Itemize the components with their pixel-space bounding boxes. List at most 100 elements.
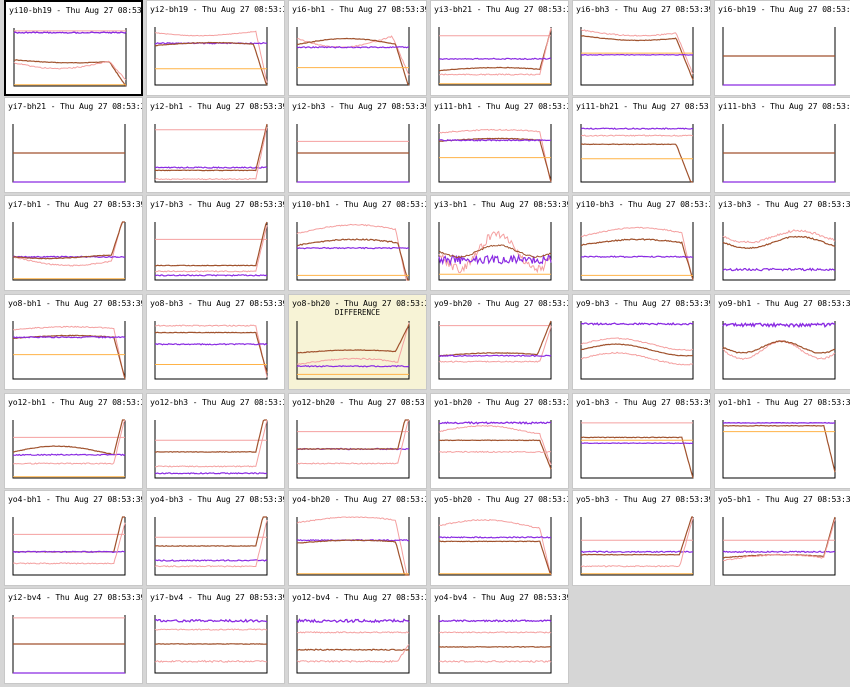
- trace-brown: [12, 419, 125, 456]
- plot-title: yi6-bh19 - Thu Aug 27 08:53:39: [718, 4, 850, 14]
- plot-frame: [438, 222, 552, 281]
- plot-cell-yo12-bh20[interactable]: yo12-bh20 - Thu Aug 27 08:53:39: [288, 393, 427, 489]
- plot-cell-yi7-bh21[interactable]: yi7-bh21 - Thu Aug 27 08:53:39: [4, 97, 143, 193]
- trace-pink: [155, 419, 268, 468]
- plot-cell-yo1-bh1[interactable]: yo1-bh1 - Thu Aug 27 08:53:39: [714, 393, 850, 489]
- trace-purple: [155, 559, 268, 562]
- trace-pink: [438, 424, 552, 466]
- plot-frame: [154, 27, 268, 86]
- plot-cell-yo1-bh3[interactable]: yo1-bh3 - Thu Aug 27 08:53:39: [572, 393, 711, 489]
- plot-title: yi7-bh21 - Thu Aug 27 08:53:39: [8, 101, 142, 111]
- plot-title: yo4-bh20 - Thu Aug 27 08:53:39: [292, 494, 426, 504]
- plot-cell-yo9-bh20[interactable]: yo9-bh20 - Thu Aug 27 08:53:39: [430, 294, 569, 390]
- plot-frame: [580, 222, 694, 281]
- plot-cell-yo8-bh1[interactable]: yo8-bh1 - Thu Aug 27 08:53:39: [4, 294, 143, 390]
- plot-timestamp: Thu Aug 27 08:53:39: [197, 494, 285, 504]
- plot-frame: [580, 420, 694, 479]
- plot-cell-yi10-bh19[interactable]: yi10-bh19 - Thu Aug 27 08:53:39: [4, 0, 143, 96]
- plot-timestamp: Thu Aug 27 08:53:39: [348, 397, 426, 407]
- plot-cell-yi2-bh3[interactable]: yi2-bh3 - Thu Aug 27 08:53:39: [288, 97, 427, 193]
- plot-cell-yi3-bh1[interactable]: yi3-bh1 - Thu Aug 27 08:53:39: [430, 195, 569, 291]
- trace-brown: [580, 238, 694, 280]
- trace-pink: [438, 631, 552, 634]
- plot-title: yi6-bh1 - Thu Aug 27 08:53:39: [292, 4, 426, 14]
- plot-area: [154, 321, 268, 380]
- plot-title: yi3-bh21 - Thu Aug 27 08:53:39: [434, 4, 569, 14]
- plot-cell-yi6-bh19[interactable]: yi6-bh19 - Thu Aug 27 08:53:39: [714, 0, 850, 96]
- plot-cell-yi3-bh3[interactable]: yi3-bh3 - Thu Aug 27 08:53:39: [714, 195, 850, 291]
- plot-title: yo8-bh3 - Thu Aug 27 08:53:39: [150, 298, 284, 308]
- plot-cell-yo1-bh20[interactable]: yo1-bh20 - Thu Aug 27 08:53:39: [430, 393, 569, 489]
- plot-frame: [438, 517, 552, 576]
- plot-cell-yo4-bh20[interactable]: yo4-bh20 - Thu Aug 27 08:53:39: [288, 490, 427, 586]
- plot-name: yo12-bh20: [292, 397, 335, 407]
- trace-purple: [438, 619, 552, 623]
- plot-title: yi3-bh1 - Thu Aug 27 08:53:39: [434, 199, 569, 209]
- plot-cell-yo5-bh1[interactable]: yo5-bh1 - Thu Aug 27 08:53:39: [714, 490, 850, 586]
- plot-area: [154, 221, 268, 281]
- trace-brown: [723, 424, 836, 473]
- plot-cell-yi2-bh19[interactable]: yi2-bh19 - Thu Aug 27 08:53:39: [146, 0, 285, 96]
- plot-cell-yi3-bh21[interactable]: yi3-bh21 - Thu Aug 27 08:53:39: [430, 0, 569, 96]
- plot-cell-yo4-bh1[interactable]: yo4-bh1 - Thu Aug 27 08:53:39: [4, 490, 143, 586]
- plot-timestamp: Thu Aug 27 08:53:39: [202, 397, 285, 407]
- plot-cell-yi11-bh3[interactable]: yi11-bh3 - Thu Aug 27 08:53:39: [714, 97, 850, 193]
- plot-cell-yo5-bh20[interactable]: yo5-bh20 - Thu Aug 27 08:53:39: [430, 490, 569, 586]
- trace-pink: [722, 229, 836, 244]
- plot-cell-yo12-bh3[interactable]: yo12-bh3 - Thu Aug 27 08:53:39: [146, 393, 285, 489]
- trace-purple: [581, 442, 694, 445]
- plot-cell-yo9-bh1[interactable]: yo9-bh1 - Thu Aug 27 08:53:39: [714, 294, 850, 390]
- plot-cell-yi6-bh3[interactable]: yi6-bh3 - Thu Aug 27 08:53:39: [572, 0, 711, 96]
- plot-cell-yo4-bh3[interactable]: yo4-bh3 - Thu Aug 27 08:53:39: [146, 490, 285, 586]
- plot-area: [580, 516, 694, 576]
- plot-cell-yo8-bh20[interactable]: yo8-bh20 - Thu Aug 27 08:53:39 DIFFERENCE: [288, 294, 427, 390]
- plot-cell-yo9-bh3[interactable]: yo9-bh3 - Thu Aug 27 08:53:39: [572, 294, 711, 390]
- plot-cell-yo12-bh1[interactable]: yo12-bh1 - Thu Aug 27 08:53:39: [4, 393, 143, 489]
- plot-cell-yi2-bv4[interactable]: yi2-bv4 - Thu Aug 27 08:53:39: [4, 588, 143, 684]
- plot-title: yo9-bh20 - Thu Aug 27 08:53:39: [434, 298, 568, 308]
- plot-cell-yi7-bv4[interactable]: yi7-bv4 - Thu Aug 27 08:53:39: [146, 588, 285, 684]
- plot-timestamp: Thu Aug 27 08:53:39: [481, 199, 569, 209]
- title-separator: -: [751, 298, 766, 308]
- plot-title: yo5-bh20 - Thu Aug 27 08:53:39: [434, 494, 568, 504]
- title-separator: -: [51, 5, 66, 15]
- plot-name: yi2-bh3: [292, 101, 326, 111]
- trace-brown: [722, 235, 836, 250]
- trace-pink: [154, 324, 268, 378]
- trace-purple: [438, 421, 552, 425]
- title-separator: -: [325, 101, 340, 111]
- trace-pink: [154, 225, 268, 273]
- title-separator: -: [187, 4, 203, 14]
- plot-frame: [296, 27, 410, 86]
- plot-title: yi3-bh3 - Thu Aug 27 08:53:39: [718, 199, 850, 209]
- plot-cell-yi10-bh1[interactable]: yi10-bh1 - Thu Aug 27 08:53:39: [288, 195, 427, 291]
- plot-name: yo8-bh20: [292, 298, 330, 308]
- plot-cell-yi10-bh3[interactable]: yi10-bh3 - Thu Aug 27 08:53:39: [572, 195, 711, 291]
- plot-cell-yo12-bv4[interactable]: yo12-bv4 - Thu Aug 27 08:53:39: [288, 588, 427, 684]
- plot-cell-yo4-bv4[interactable]: yo4-bv4 - Thu Aug 27 08:53:39: [430, 588, 569, 684]
- plot-timestamp: Thu Aug 27 08:53:39: [197, 199, 285, 209]
- plot-cell-yi6-bh1[interactable]: yi6-bh1 - Thu Aug 27 08:53:39: [288, 0, 427, 96]
- title-separator: -: [329, 592, 345, 602]
- plot-area: [296, 615, 410, 674]
- plot-title: yi2-bv4 - Thu Aug 27 08:53:39: [8, 592, 142, 602]
- plot-title: yo5-bh1 - Thu Aug 27 08:53:39: [718, 494, 850, 504]
- trace-brown: [296, 238, 409, 281]
- plot-cell-yo5-bh3[interactable]: yo5-bh3 - Thu Aug 27 08:53:39: [572, 490, 711, 586]
- trace-pink: [580, 517, 694, 568]
- plot-cell-yo8-bh3[interactable]: yo8-bh3 - Thu Aug 27 08:53:39: [146, 294, 285, 390]
- title-separator: -: [467, 199, 482, 209]
- plot-timestamp: Thu Aug 27 08:53:39: [486, 4, 569, 14]
- plot-frame: [154, 420, 268, 479]
- plot-cell-yi11-bh21[interactable]: yi11-bh21 - Thu Aug 27 08:53:39: [572, 97, 711, 193]
- plot-cell-yi2-bh1[interactable]: yi2-bh1 - Thu Aug 27 08:53:39: [146, 97, 285, 193]
- plot-frame: [580, 517, 694, 576]
- trace-pink: [580, 134, 694, 137]
- title-separator: -: [609, 397, 624, 407]
- plot-cell-yi11-bh1[interactable]: yi11-bh1 - Thu Aug 27 08:53:39: [430, 97, 569, 193]
- plot-cell-yi7-bh1[interactable]: yi7-bh1 - Thu Aug 27 08:53:39: [4, 195, 143, 291]
- plot-cell-yi7-bh3[interactable]: yi7-bh3 - Thu Aug 27 08:53:39: [146, 195, 285, 291]
- trace-purple: [438, 57, 552, 61]
- plot-name: yi10-bh19: [9, 5, 52, 15]
- plot-frame: [438, 124, 552, 183]
